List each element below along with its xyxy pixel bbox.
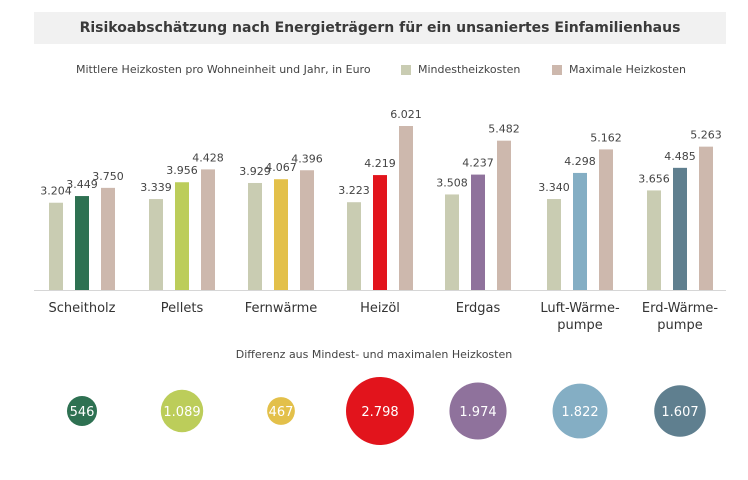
value-label-mid-0: 3.449: [66, 178, 98, 191]
category-label-5-line-0: Luft-Wärme-: [540, 301, 620, 316]
value-label-mid-2: 4.067: [265, 161, 297, 174]
value-label-min-0: 3.204: [40, 185, 72, 198]
difference-caption: Differenz aus Mindest- und maximalen Hei…: [235, 348, 513, 361]
difference-label-6: 1.607: [661, 405, 698, 420]
bar-mid-0: [75, 196, 89, 290]
bar-mid-5: [573, 172, 587, 290]
bar-max-5: [599, 149, 613, 290]
difference-circle-4: [449, 382, 507, 440]
legend-swatch-min: [401, 64, 411, 75]
bar-mid-2: [274, 179, 288, 290]
value-label-mid-6: 4.485: [664, 150, 696, 163]
value-label-max-0: 3.750: [92, 170, 124, 183]
difference-circle-0: [66, 395, 98, 427]
difference-label-4: 1.974: [459, 405, 496, 420]
bar-min-2: [248, 182, 262, 290]
bar-min-1: [149, 199, 163, 290]
bar-mid-1: [175, 182, 189, 290]
difference-circle-6: [654, 385, 706, 437]
bar-max-4: [497, 140, 511, 290]
bar-max-2: [300, 170, 314, 290]
value-label-min-5: 3.340: [538, 181, 570, 194]
difference-circle-1: [160, 389, 204, 433]
bar-min-6: [647, 190, 661, 290]
difference-label-0: 546: [70, 405, 95, 420]
bar-min-0: [49, 202, 63, 290]
title-bar: Risikoabschätzung nach Energieträgern fü…: [34, 12, 726, 44]
bar-max-1: [201, 169, 215, 290]
legend-label-min: Mindestheizkosten: [418, 63, 521, 76]
difference-circle-5: [552, 383, 608, 439]
chart-title: Risikoabschätzung nach Energieträgern fü…: [79, 20, 681, 36]
value-label-mid-4: 4.237: [462, 157, 494, 170]
difference-label-3: 2.798: [361, 405, 398, 420]
bar-min-4: [445, 194, 459, 290]
category-label-6-line-0: Erd-Wärme-: [642, 301, 719, 316]
bar-min-5: [547, 199, 561, 290]
value-label-max-4: 5.482: [488, 123, 520, 136]
legend-item-min: Mindestheizkosten: [401, 63, 520, 76]
value-label-min-1: 3.339: [140, 181, 172, 194]
value-label-max-2: 4.396: [291, 152, 323, 165]
difference-label-1: 1.089: [163, 405, 200, 420]
bar-mid-3: [373, 175, 387, 290]
value-label-max-5: 5.162: [590, 131, 622, 144]
value-label-max-6: 5.263: [690, 129, 722, 142]
legend-swatch-max: [552, 64, 562, 75]
value-label-min-3: 3.223: [338, 184, 370, 197]
value-label-mid-3: 4.219: [364, 157, 396, 170]
value-label-min-4: 3.508: [436, 176, 468, 189]
category-label-4: Erdgas: [456, 301, 501, 316]
value-label-mid-5: 4.298: [564, 155, 596, 168]
bar-min-3: [347, 202, 361, 290]
value-label-min-6: 3.656: [638, 172, 670, 185]
legend-label-max: Maximale Heizkosten: [569, 63, 686, 76]
value-label-max-3: 6.021: [390, 108, 422, 121]
category-label-1: Pellets: [161, 301, 204, 316]
bar-mid-4: [471, 174, 485, 290]
bar-max-3: [399, 126, 413, 290]
category-label-0: Scheitholz: [49, 301, 116, 316]
category-label-5-line-1: pumpe: [557, 318, 602, 333]
difference-label-5: 1.822: [561, 405, 598, 420]
difference-label-2: 467: [269, 405, 294, 420]
category-label-2: Fernwärme: [245, 301, 318, 316]
bar-max-0: [101, 187, 115, 290]
bar-mid-6: [673, 167, 687, 290]
difference-circle-2: [267, 397, 295, 425]
category-label-3: Heizöl: [360, 301, 400, 316]
legend-item-max: Maximale Heizkosten: [552, 63, 686, 76]
category-label-6-line-1: pumpe: [657, 318, 702, 333]
bar-max-6: [699, 146, 713, 290]
value-label-max-1: 4.428: [192, 151, 224, 164]
legend-subtitle: Mittlere Heizkosten pro Wohneinheit und …: [76, 63, 371, 76]
value-label-min-2: 3.929: [239, 165, 271, 178]
value-label-mid-1: 3.956: [166, 164, 198, 177]
difference-circle-3: [346, 377, 414, 445]
